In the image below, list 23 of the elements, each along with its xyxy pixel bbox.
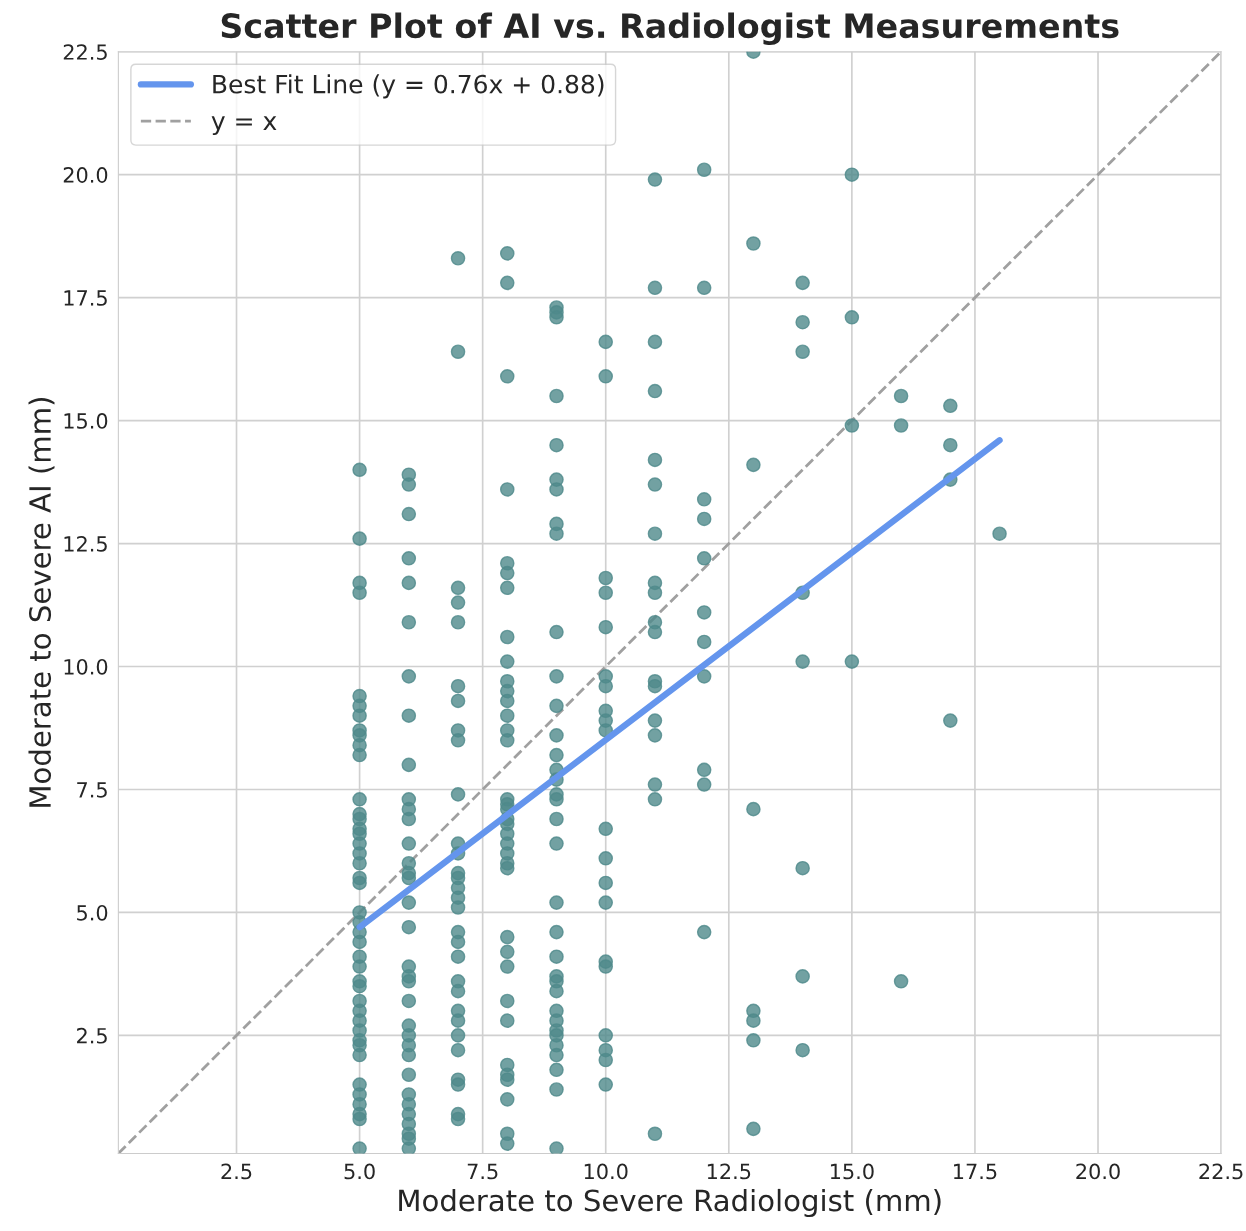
y-tick-label: 10.0	[64, 658, 108, 675]
chart-title: Scatter Plot of AI vs. Radiologist Measurements	[221, 12, 1119, 46]
y-tick-label: 20.0	[63, 167, 108, 183]
y-tick-label: 2.5	[77, 1027, 107, 1044]
x-tick-label: 10.0	[584, 1163, 628, 1180]
x-tick-label: 12.5	[707, 1163, 751, 1180]
y-axis-title: Moderate to Severe AI (mm)	[28, 398, 55, 807]
x-tick-label: 20.0	[1076, 1163, 1120, 1180]
y-tick-label: 22.5	[63, 44, 107, 60]
x-tick-label: 17.5	[954, 1163, 997, 1180]
x-tick-label: 5.0	[344, 1163, 375, 1180]
y-tick-label: 5.0	[77, 904, 108, 921]
x-tick-label: 22.5	[1199, 1163, 1243, 1180]
x-tick-label: 2.5	[221, 1163, 252, 1180]
legend-label: y = x	[211, 116, 277, 136]
y-tick-label: 17.5	[64, 290, 107, 306]
y-tick-label: 15.0	[64, 413, 108, 429]
y-tick-label: 7.5	[77, 782, 107, 798]
x-tick-label: 15.0	[830, 1163, 874, 1180]
x-axis-title: Moderate to Severe Radiologist (mm)	[399, 1188, 941, 1218]
x-tick-label: 7.5	[467, 1163, 498, 1180]
y-tick-label: 12.5	[64, 536, 107, 552]
legend-label: Best Fit Line (y = 0.76x + 0.88)	[213, 74, 604, 99]
